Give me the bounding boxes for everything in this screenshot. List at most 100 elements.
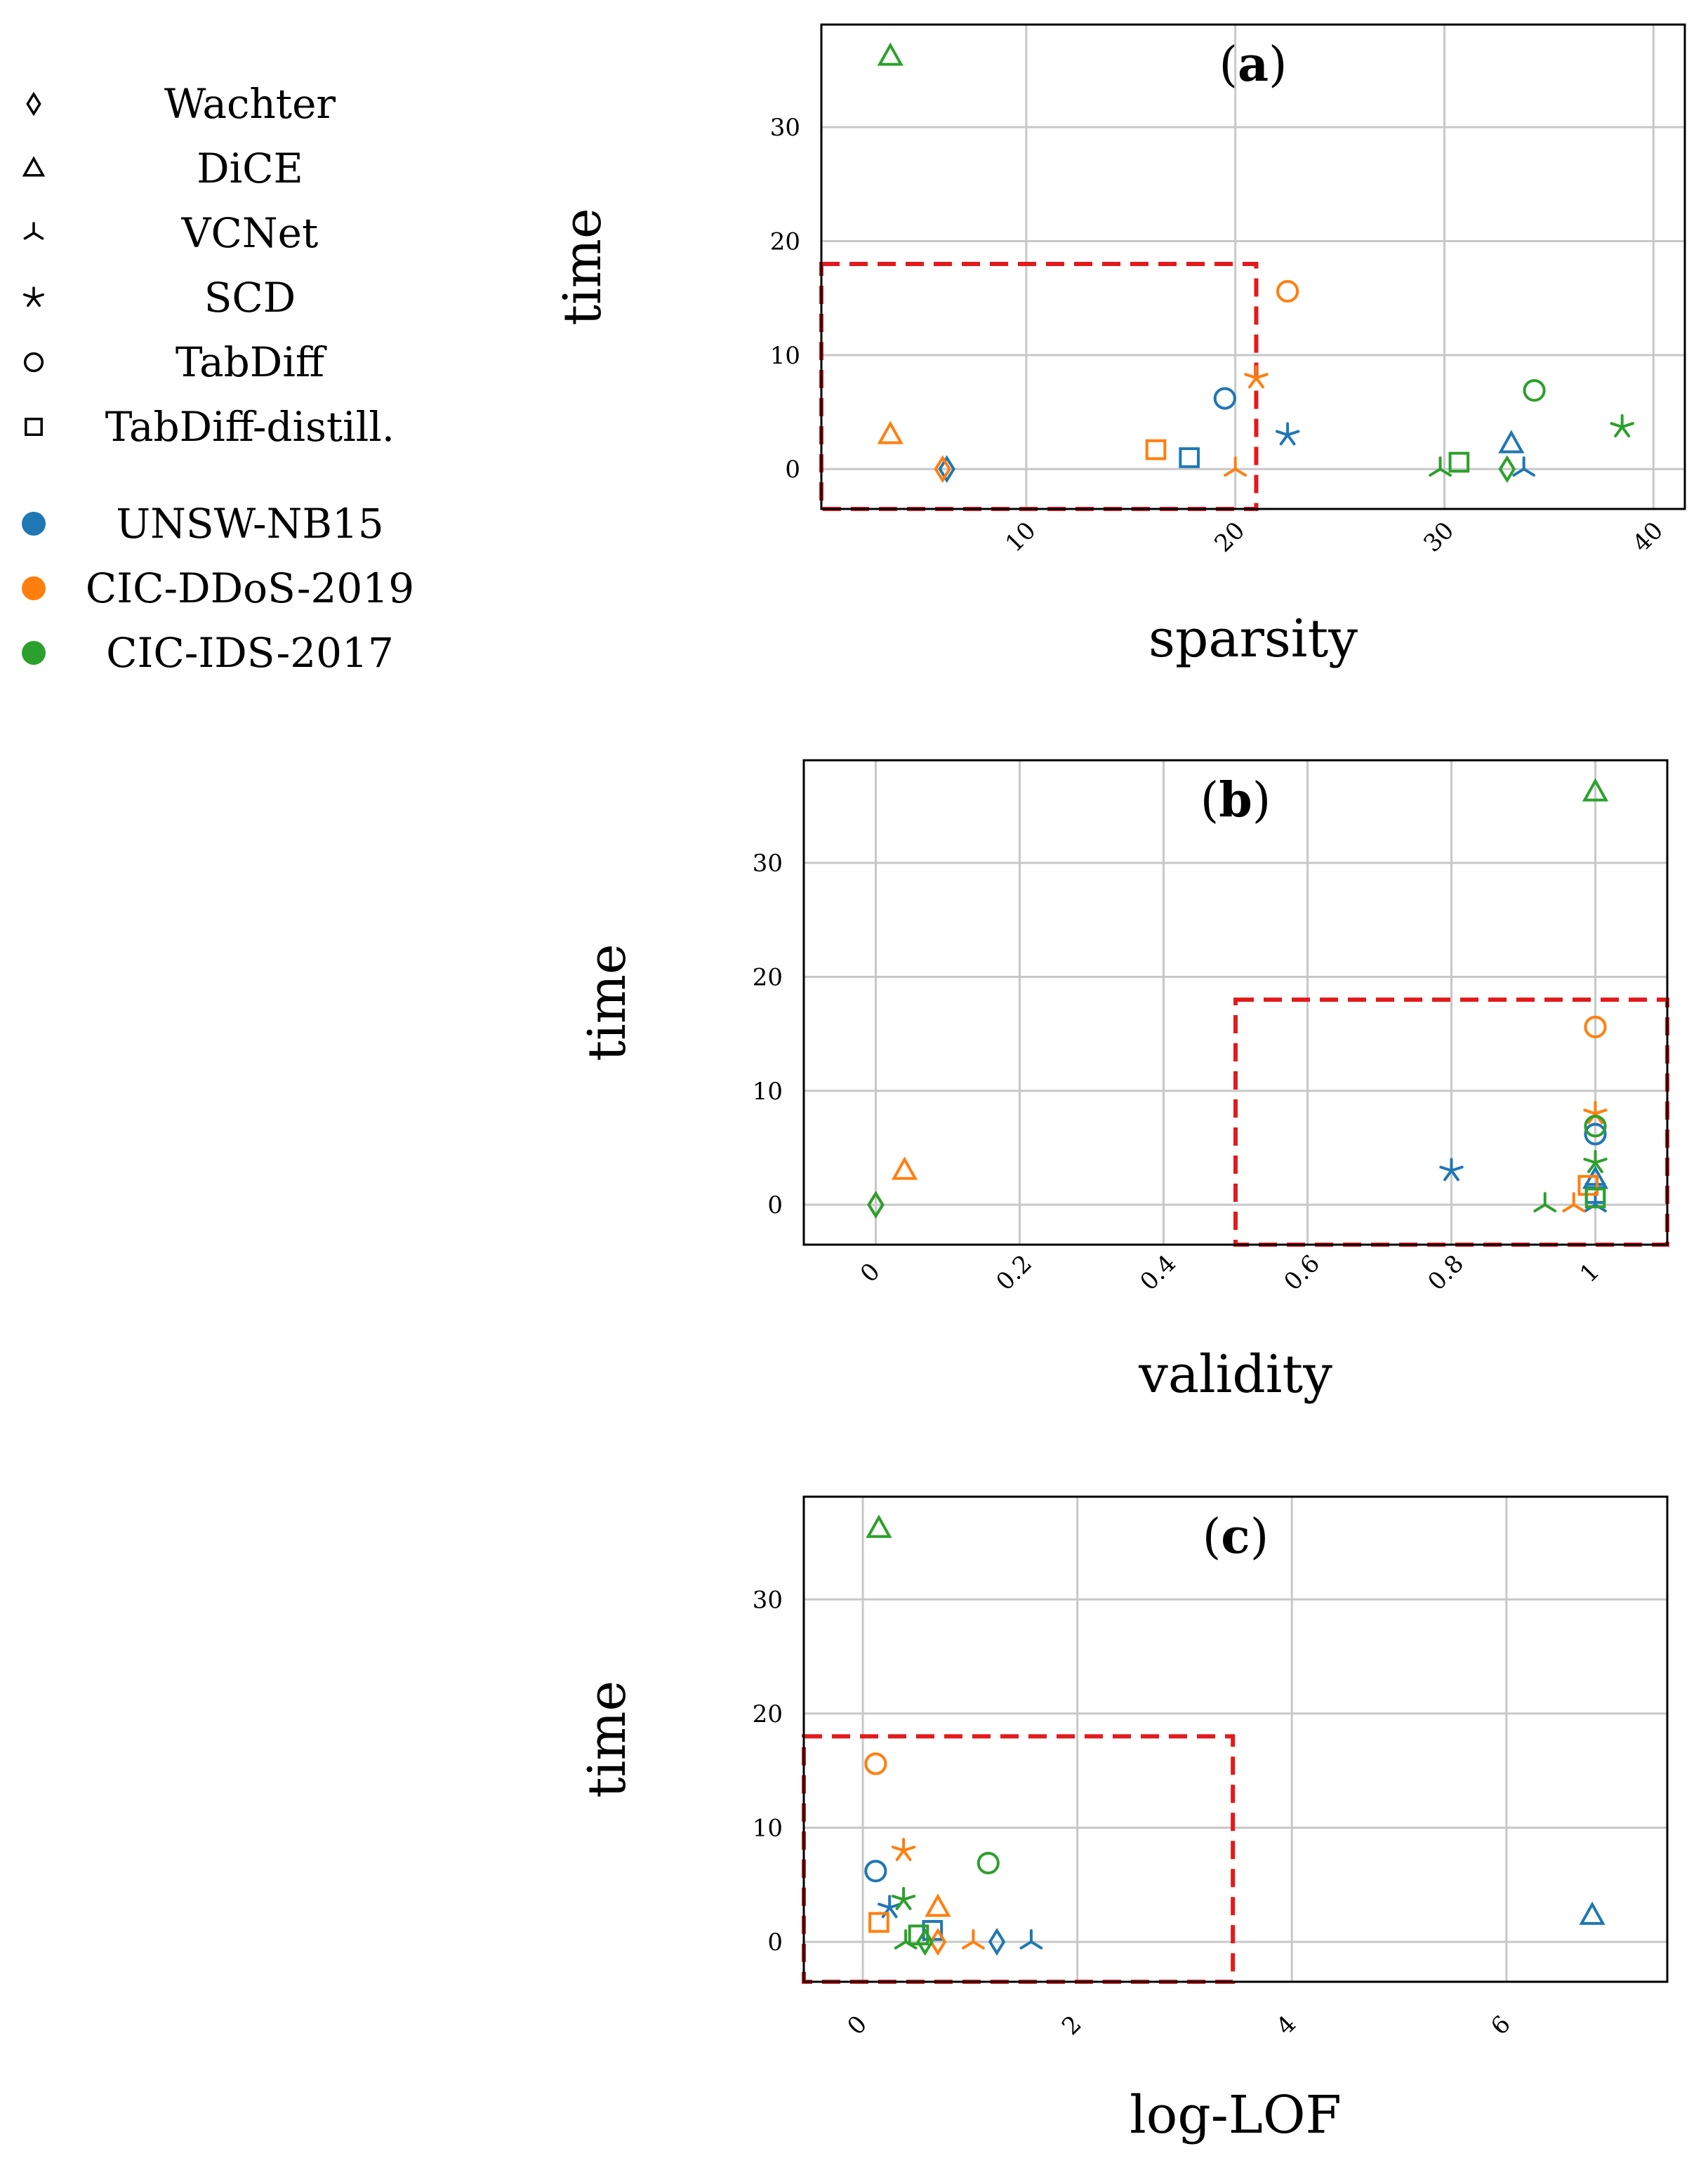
point-dice-unsw-nb15	[1579, 1901, 1606, 1925]
y-tick-label: 20	[753, 1700, 783, 1728]
point-vcnet-cic-ids-2017	[1429, 456, 1452, 477]
legend-label-dice: DiCE	[197, 145, 303, 192]
y-tick-label: 30	[753, 1586, 783, 1614]
point-tabdiff-distill-cic-ddos-2019	[1145, 439, 1167, 461]
x-axis-label: sparsity	[1148, 609, 1358, 669]
y-tick-label: 0	[785, 456, 800, 484]
x-tick-label: 4	[1271, 2010, 1302, 2041]
y-axis-label: time	[577, 1681, 637, 1798]
point-dice-cic-ddos-2019	[891, 1156, 918, 1180]
point-wachter-unsw-nb15	[988, 1928, 1006, 1956]
plot-frame	[802, 1495, 1669, 1983]
legend-label-tabdiff: TabDiff	[176, 338, 327, 386]
y-tick-label: 20	[770, 227, 800, 256]
legend-marker-diamond-icon	[26, 91, 41, 117]
x-tick-label: 1	[1575, 1257, 1606, 1288]
legend: Wachter DiCE VCNet SCD TabDiff TabDiff-distil…	[22, 80, 414, 677]
point-tabdiff-cic-ddos-2019	[1584, 1015, 1607, 1038]
legend-label-tabdiff-distill: TabDiff-distill.	[105, 403, 395, 451]
legend-marker-square-icon	[25, 418, 43, 436]
x-tick-label: 40	[1627, 517, 1669, 558]
point-tabdiff-distill-cic-ids-2017	[1584, 1187, 1606, 1209]
point-scd-cic-ids-2017	[1583, 1150, 1608, 1174]
point-tabdiff-distill-cic-ddos-2019	[1577, 1174, 1599, 1196]
x-tick-label: 30	[1418, 517, 1459, 558]
panel-b: 0 10 20 30 0 0.2 0.4 0.6 0.8 1 (b) validity time	[577, 759, 1669, 1405]
legend-label-cic-ddos-2019: CIC-DDoS-2019	[86, 564, 414, 612]
legend-label-cic-ids-2017: CIC-IDS-2017	[106, 629, 394, 677]
y-tick-label: 30	[770, 114, 800, 142]
series-cic-ddos-2019	[877, 279, 1299, 483]
x-tick-label: 0.4	[1134, 1250, 1181, 1297]
point-scd-unsw-nb15	[878, 1895, 902, 1919]
panel-c: 0 10 20 30 0 2 4 6 (c) log-LOF time	[577, 1495, 1669, 2145]
panel-title: (b)	[1200, 772, 1271, 828]
legend-label-scd: SCD	[204, 274, 296, 322]
legend-marker-triangle-icon	[22, 156, 46, 177]
legend-label-unsw-nb15: UNSW-NB15	[116, 500, 384, 548]
y-tick-label: 0	[767, 1928, 783, 1957]
point-wachter-cic-ids-2017	[867, 1191, 885, 1219]
series-unsw-nb15	[864, 1860, 1606, 1956]
point-scd-cic-ids-2017	[1610, 414, 1634, 438]
legend-label-wachter: Wachter	[164, 80, 336, 128]
legend-dot-cic-ddos-2019	[22, 576, 46, 600]
panel-title: (c)	[1203, 1509, 1269, 1565]
series-cic-ddos-2019	[864, 1752, 985, 1956]
point-wachter-cic-ddos-2019	[929, 1928, 947, 1956]
legend-dot-unsw-nb15	[22, 512, 46, 536]
point-scd-cic-ddos-2019	[1244, 365, 1269, 389]
point-vcnet-unsw-nb15	[1019, 1929, 1043, 1949]
point-tabdiff-distill-unsw-nb15	[1179, 447, 1200, 468]
y-tick-label: 10	[770, 342, 800, 370]
panel-title: (a)	[1219, 37, 1287, 93]
y-tick-label: 10	[753, 1078, 783, 1106]
point-wachter-cic-ids-2017	[1498, 455, 1516, 483]
x-tick-label: 0	[855, 1257, 886, 1288]
point-vcnet-cic-ids-2017	[894, 1929, 918, 1949]
highlight-box	[802, 1734, 1236, 1984]
x-tick-label: 0.2	[991, 1250, 1038, 1297]
legend-label-vcnet: VCNet	[181, 209, 319, 257]
series-cic-ids-2017	[866, 1514, 1000, 1956]
point-dice-cic-ids-2017	[877, 42, 903, 66]
y-tick-label: 10	[753, 1815, 783, 1843]
x-tick-label: 0	[842, 2010, 873, 2041]
y-axis-label: time	[552, 208, 613, 325]
point-scd-unsw-nb15	[1275, 422, 1300, 446]
point-tabdiff-cic-ids-2017	[1523, 379, 1546, 402]
x-tick-label: 6	[1485, 2010, 1516, 2041]
point-tabdiff-cic-ddos-2019	[864, 1752, 887, 1775]
series-cic-ids-2017	[877, 42, 1634, 483]
x-axis-label: log-LOF	[1130, 2085, 1342, 2145]
plot-frame	[820, 23, 1686, 510]
point-wachter-unsw-nb15	[938, 455, 955, 483]
point-tabdiff-unsw-nb15	[1213, 387, 1236, 410]
point-dice-cic-ddos-2019	[877, 421, 903, 444]
point-vcnet-cic-ids-2017	[1533, 1192, 1557, 1212]
x-tick-label: 2	[1057, 2010, 1087, 2041]
legend-marker-tri-down-icon	[23, 222, 44, 240]
point-vcnet-cic-ddos-2019	[962, 1929, 985, 1949]
x-axis-label: validity	[1138, 1344, 1332, 1405]
point-tabdiff-distill-cic-ids-2017	[908, 1924, 929, 1946]
grid	[804, 1497, 1667, 1982]
point-wachter-cic-ddos-2019	[934, 455, 952, 483]
point-scd-unsw-nb15	[1439, 1158, 1464, 1181]
point-vcnet-unsw-nb15	[1512, 456, 1536, 477]
point-tabdiff-distill-cic-ddos-2019	[868, 1912, 889, 1933]
highlight-box	[819, 261, 1259, 511]
point-dice-cic-ids-2017	[1582, 778, 1609, 802]
legend-dot-cic-ids-2017	[22, 641, 46, 665]
point-wachter-cic-ids-2017	[916, 1928, 934, 1956]
y-axis-label: time	[577, 944, 637, 1061]
x-tick-label: 0.6	[1278, 1250, 1325, 1297]
series-unsw-nb15	[938, 387, 1536, 483]
point-tabdiff-distill-cic-ids-2017	[1448, 451, 1470, 473]
point-vcnet-cic-ddos-2019	[1224, 456, 1247, 477]
legend-marker-circle-icon	[23, 352, 44, 373]
y-tick-label: 0	[767, 1191, 783, 1219]
x-tick-label: 0.8	[1422, 1250, 1469, 1297]
x-tick-label: 20	[1209, 517, 1250, 558]
